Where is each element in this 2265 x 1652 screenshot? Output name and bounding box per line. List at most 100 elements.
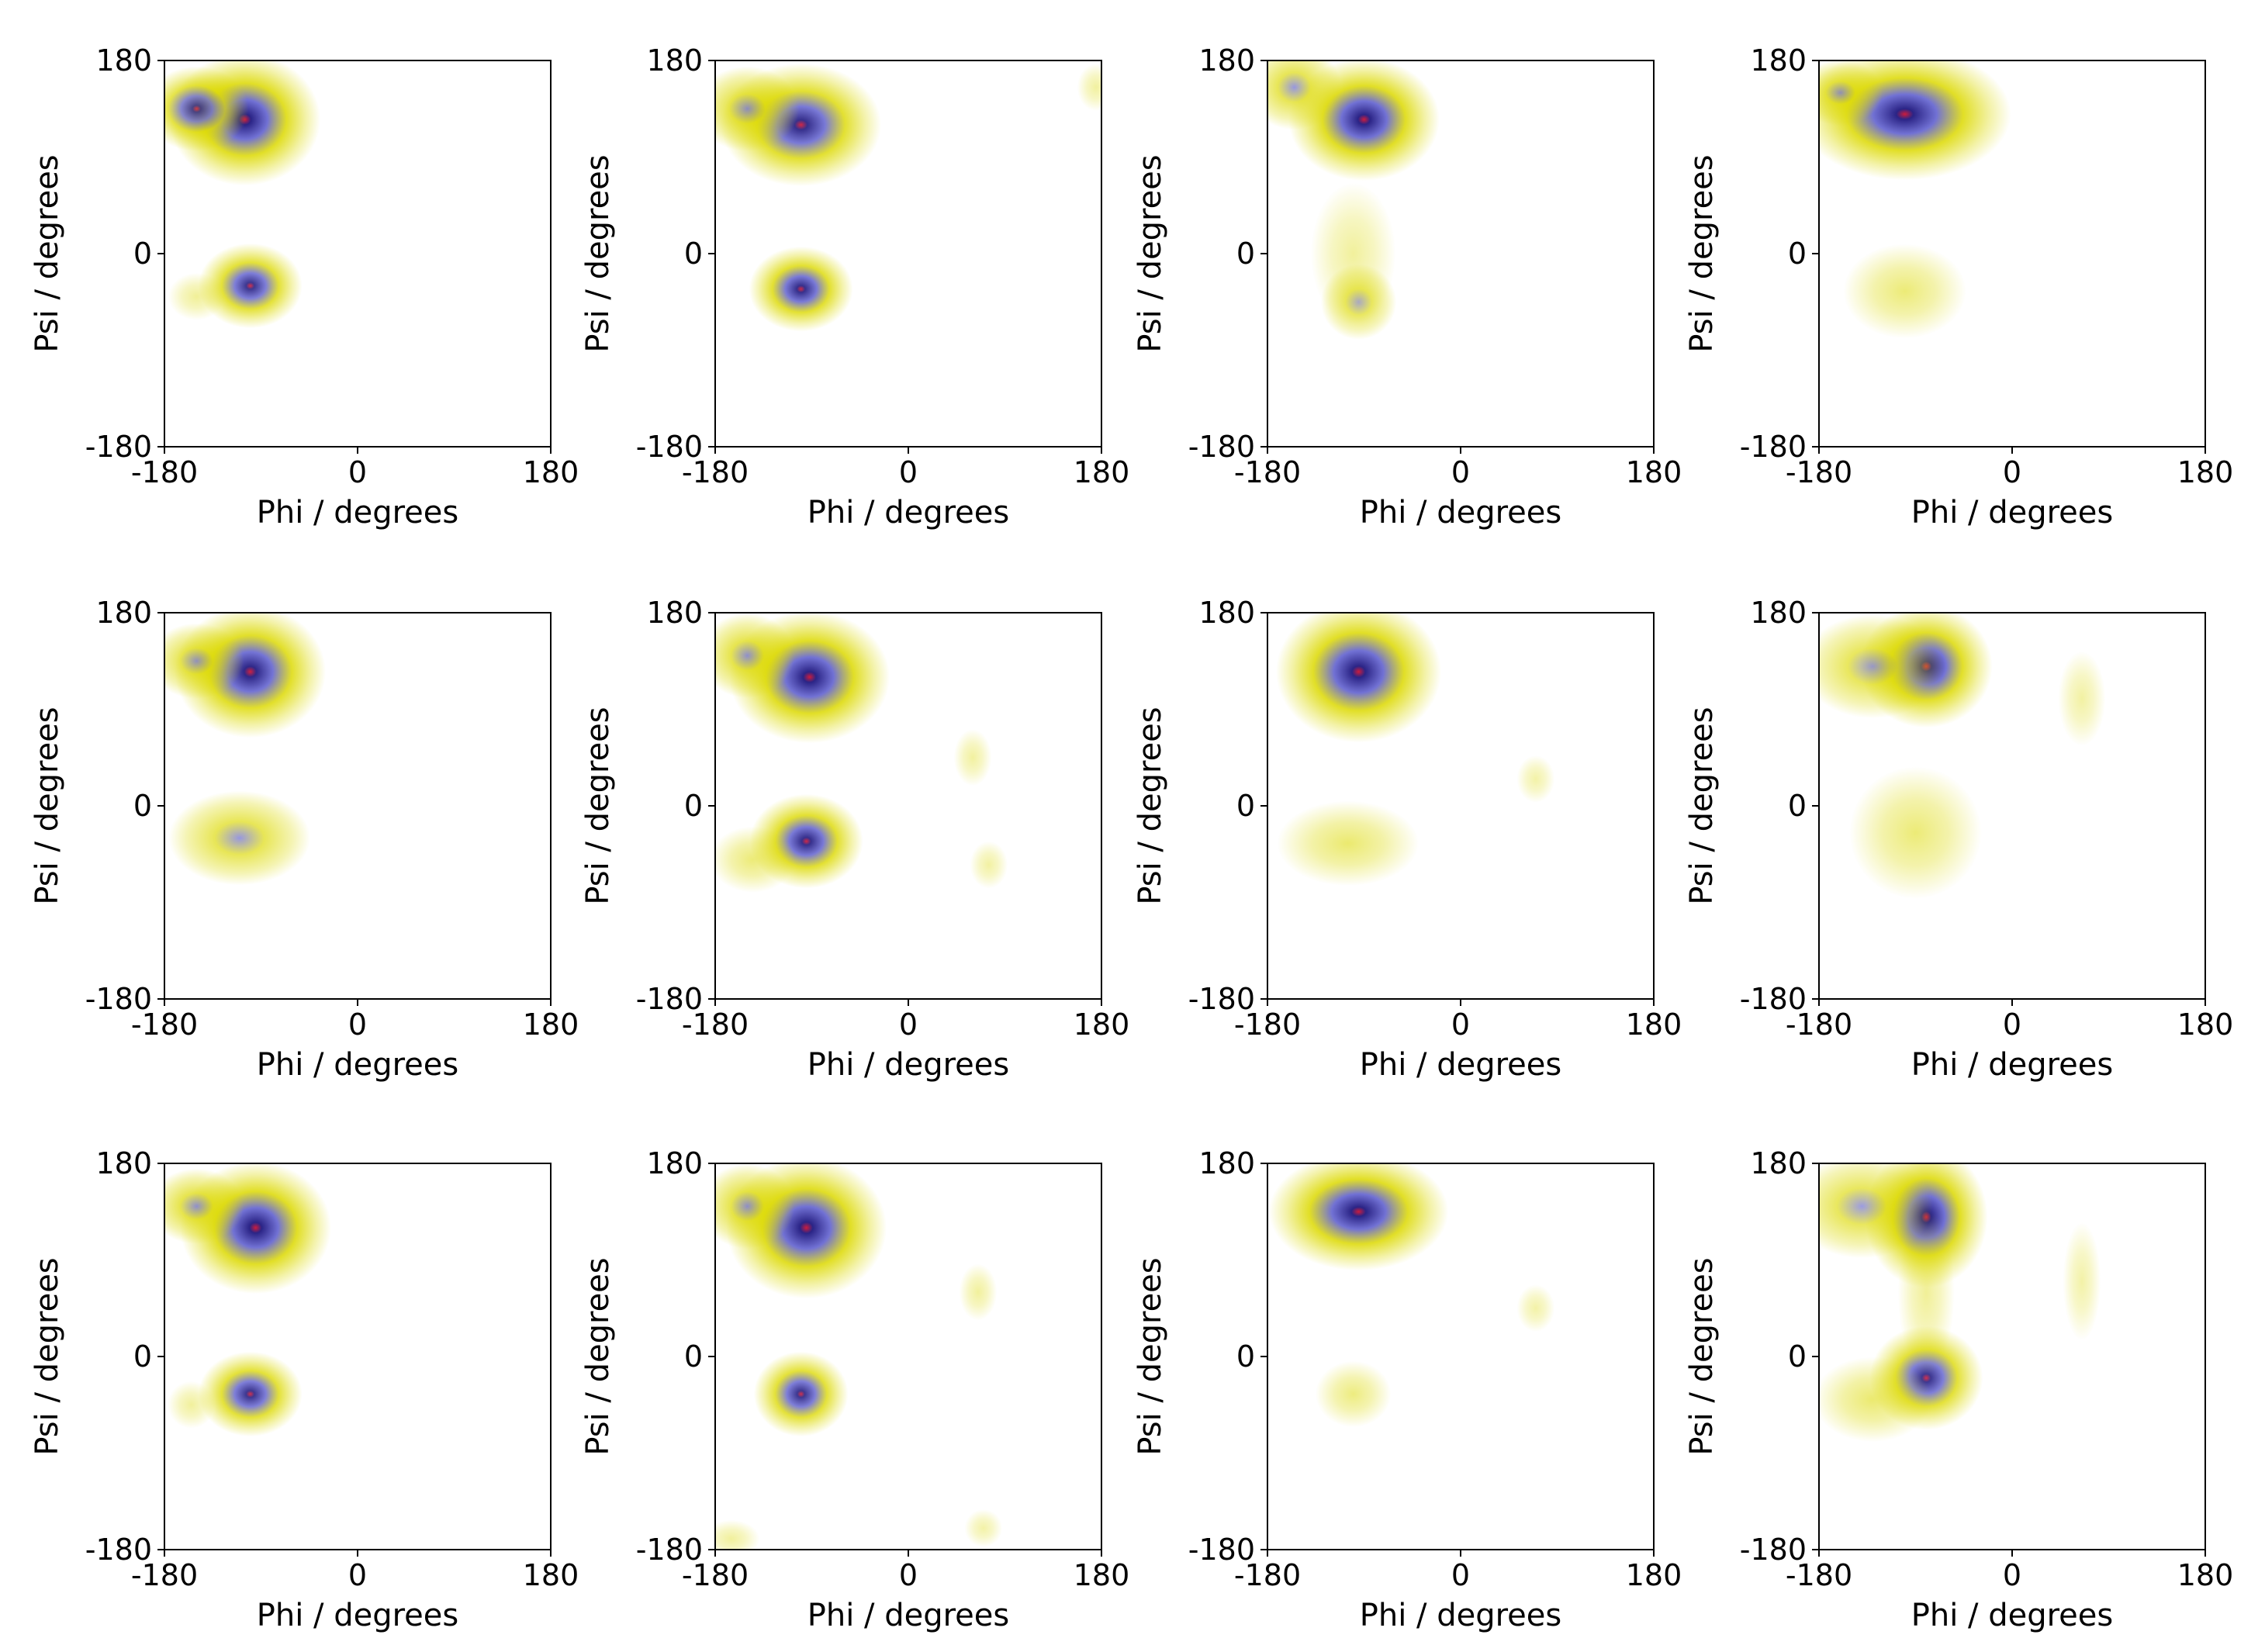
- y-tick-label: -180: [636, 982, 703, 1016]
- density-cluster: [1516, 755, 1555, 803]
- x-tick-label: 180: [1626, 1558, 1682, 1592]
- y-axis-label: Psi / degrees: [29, 707, 65, 904]
- x-tick-label: 180: [1074, 1558, 1130, 1592]
- density-cluster: [964, 1509, 1003, 1547]
- x-tick-label: 180: [1074, 455, 1130, 489]
- panel-4: -180 0 180 -180 0 180 Phi / degrees Psi / degre…: [1684, 43, 2233, 531]
- density-cluster: [1267, 60, 1342, 130]
- y-tick-label: 0: [1788, 1339, 1807, 1374]
- x-axis-label: Phi / degrees: [807, 495, 1010, 531]
- density-cluster: [715, 826, 796, 893]
- density-cluster: [168, 272, 226, 320]
- y-tick-label: 0: [1236, 1339, 1255, 1374]
- density-area: [1267, 60, 1440, 340]
- x-axis-label: Phi / degrees: [1360, 1598, 1562, 1633]
- x-tick-label: 180: [2177, 1558, 2234, 1592]
- density-area: [1819, 60, 2011, 339]
- x-tick-label: -180: [1234, 1007, 1301, 1042]
- y-axis-label: Psi / degrees: [580, 707, 616, 904]
- y-tick-label: 0: [1236, 789, 1255, 823]
- density-cluster: [715, 1163, 795, 1249]
- x-tick-label: -180: [1786, 455, 1852, 489]
- density-cluster: [1315, 1360, 1392, 1428]
- y-tick-label: -180: [636, 1533, 703, 1567]
- x-tick-label: -180: [1234, 455, 1301, 489]
- y-tick-label: 0: [684, 1339, 703, 1374]
- density-cluster: [2058, 651, 2106, 746]
- x-tick-label: -180: [1786, 1007, 1852, 1042]
- y-axis-label: Psi / degrees: [580, 1257, 616, 1455]
- y-axis-label: Psi / degrees: [1132, 707, 1168, 904]
- x-tick-label: 0: [1451, 455, 1470, 489]
- density-cluster: [715, 1519, 760, 1550]
- panel-10: -180 0 180 -180 0 180 Phi / degrees Psi / degre…: [580, 1146, 1129, 1633]
- x-tick-label: 0: [348, 1558, 367, 1592]
- y-axis-label: Psi / degrees: [1132, 154, 1168, 352]
- x-axis-label: Phi / degrees: [1911, 1598, 2114, 1633]
- density-cluster: [168, 1381, 216, 1429]
- density-cluster: [198, 1351, 303, 1437]
- x-tick-label: 0: [2003, 1558, 2021, 1592]
- y-axis-label: Psi / degrees: [1684, 154, 1720, 352]
- x-tick-label: 180: [1626, 455, 1682, 489]
- y-tick-label: 180: [646, 1146, 703, 1180]
- density-area: [1276, 613, 1555, 886]
- density-area: [164, 60, 321, 329]
- x-tick-label: -180: [682, 1558, 749, 1592]
- density-cluster: [959, 1263, 998, 1321]
- y-tick-label: -180: [636, 430, 703, 464]
- density-cluster: [1819, 1163, 1933, 1259]
- x-tick-label: 180: [523, 455, 579, 489]
- density-area: [1268, 1163, 1555, 1428]
- density-cluster: [753, 1351, 849, 1437]
- y-tick-label: 180: [646, 43, 703, 78]
- y-axis-label: Psi / degrees: [29, 154, 65, 352]
- x-axis-label: Phi / degrees: [1911, 495, 2114, 531]
- y-tick-label: 180: [646, 596, 703, 630]
- density-cluster: [1819, 614, 1944, 719]
- x-tick-label: 0: [899, 1007, 918, 1042]
- panel-2: -180 0 180 -180 0 180 Phi / degrees Psi / degre…: [580, 43, 1129, 531]
- x-tick-label: 180: [523, 1007, 579, 1042]
- density-cluster: [1268, 1163, 1449, 1271]
- density-cluster: [1276, 613, 1442, 743]
- y-tick-label: -180: [1740, 430, 1807, 464]
- y-axis-label: Psi / degrees: [29, 1257, 65, 1455]
- y-tick-label: -180: [85, 1533, 152, 1567]
- density-cluster: [715, 66, 800, 152]
- x-tick-label: 0: [2003, 455, 2021, 489]
- density-cluster: [715, 613, 795, 699]
- density-cluster: [168, 790, 311, 886]
- x-tick-label: 180: [1074, 1007, 1130, 1042]
- y-tick-label: -180: [1188, 982, 1255, 1016]
- panel-1: -180 0 180 -180 0 180 Phi / degrees Psi / degre…: [29, 43, 579, 531]
- density-cluster: [1310, 182, 1396, 325]
- y-axis-label: Psi / degrees: [1132, 1257, 1168, 1455]
- density-cluster: [1077, 64, 1101, 112]
- x-tick-label: 180: [2177, 455, 2234, 489]
- density-cluster: [749, 246, 853, 332]
- density-cluster: [953, 729, 992, 786]
- x-axis-label: Phi / degrees: [807, 1598, 1010, 1633]
- x-tick-label: 0: [348, 455, 367, 489]
- y-tick-label: -180: [1188, 1533, 1255, 1567]
- x-tick-label: -180: [1786, 1558, 1852, 1592]
- y-axis-label: Psi / degrees: [1684, 707, 1720, 904]
- panel-5: -180 0 180 -180 0 180 Phi / degrees Psi / degre…: [29, 596, 579, 1083]
- x-axis-label: Phi / degrees: [807, 1047, 1010, 1083]
- density-area: [715, 63, 1101, 332]
- density-cluster: [164, 623, 244, 699]
- x-axis-label: Phi / degrees: [257, 495, 459, 531]
- x-axis-label: Phi / degrees: [1911, 1047, 2114, 1083]
- density-cluster: [970, 841, 1008, 889]
- x-tick-label: 0: [1451, 1558, 1470, 1592]
- density-cluster: [1819, 60, 1883, 126]
- density-cluster: [2063, 1222, 2101, 1341]
- density-cluster: [198, 243, 303, 329]
- y-tick-label: 0: [684, 237, 703, 271]
- density-area: [164, 1163, 331, 1437]
- y-tick-label: 0: [684, 789, 703, 823]
- x-tick-label: 0: [899, 1558, 918, 1592]
- panel-12: -180 0 180 -180 0 180 Phi / degrees Psi / degre…: [1684, 1146, 2233, 1633]
- x-tick-label: -180: [682, 455, 749, 489]
